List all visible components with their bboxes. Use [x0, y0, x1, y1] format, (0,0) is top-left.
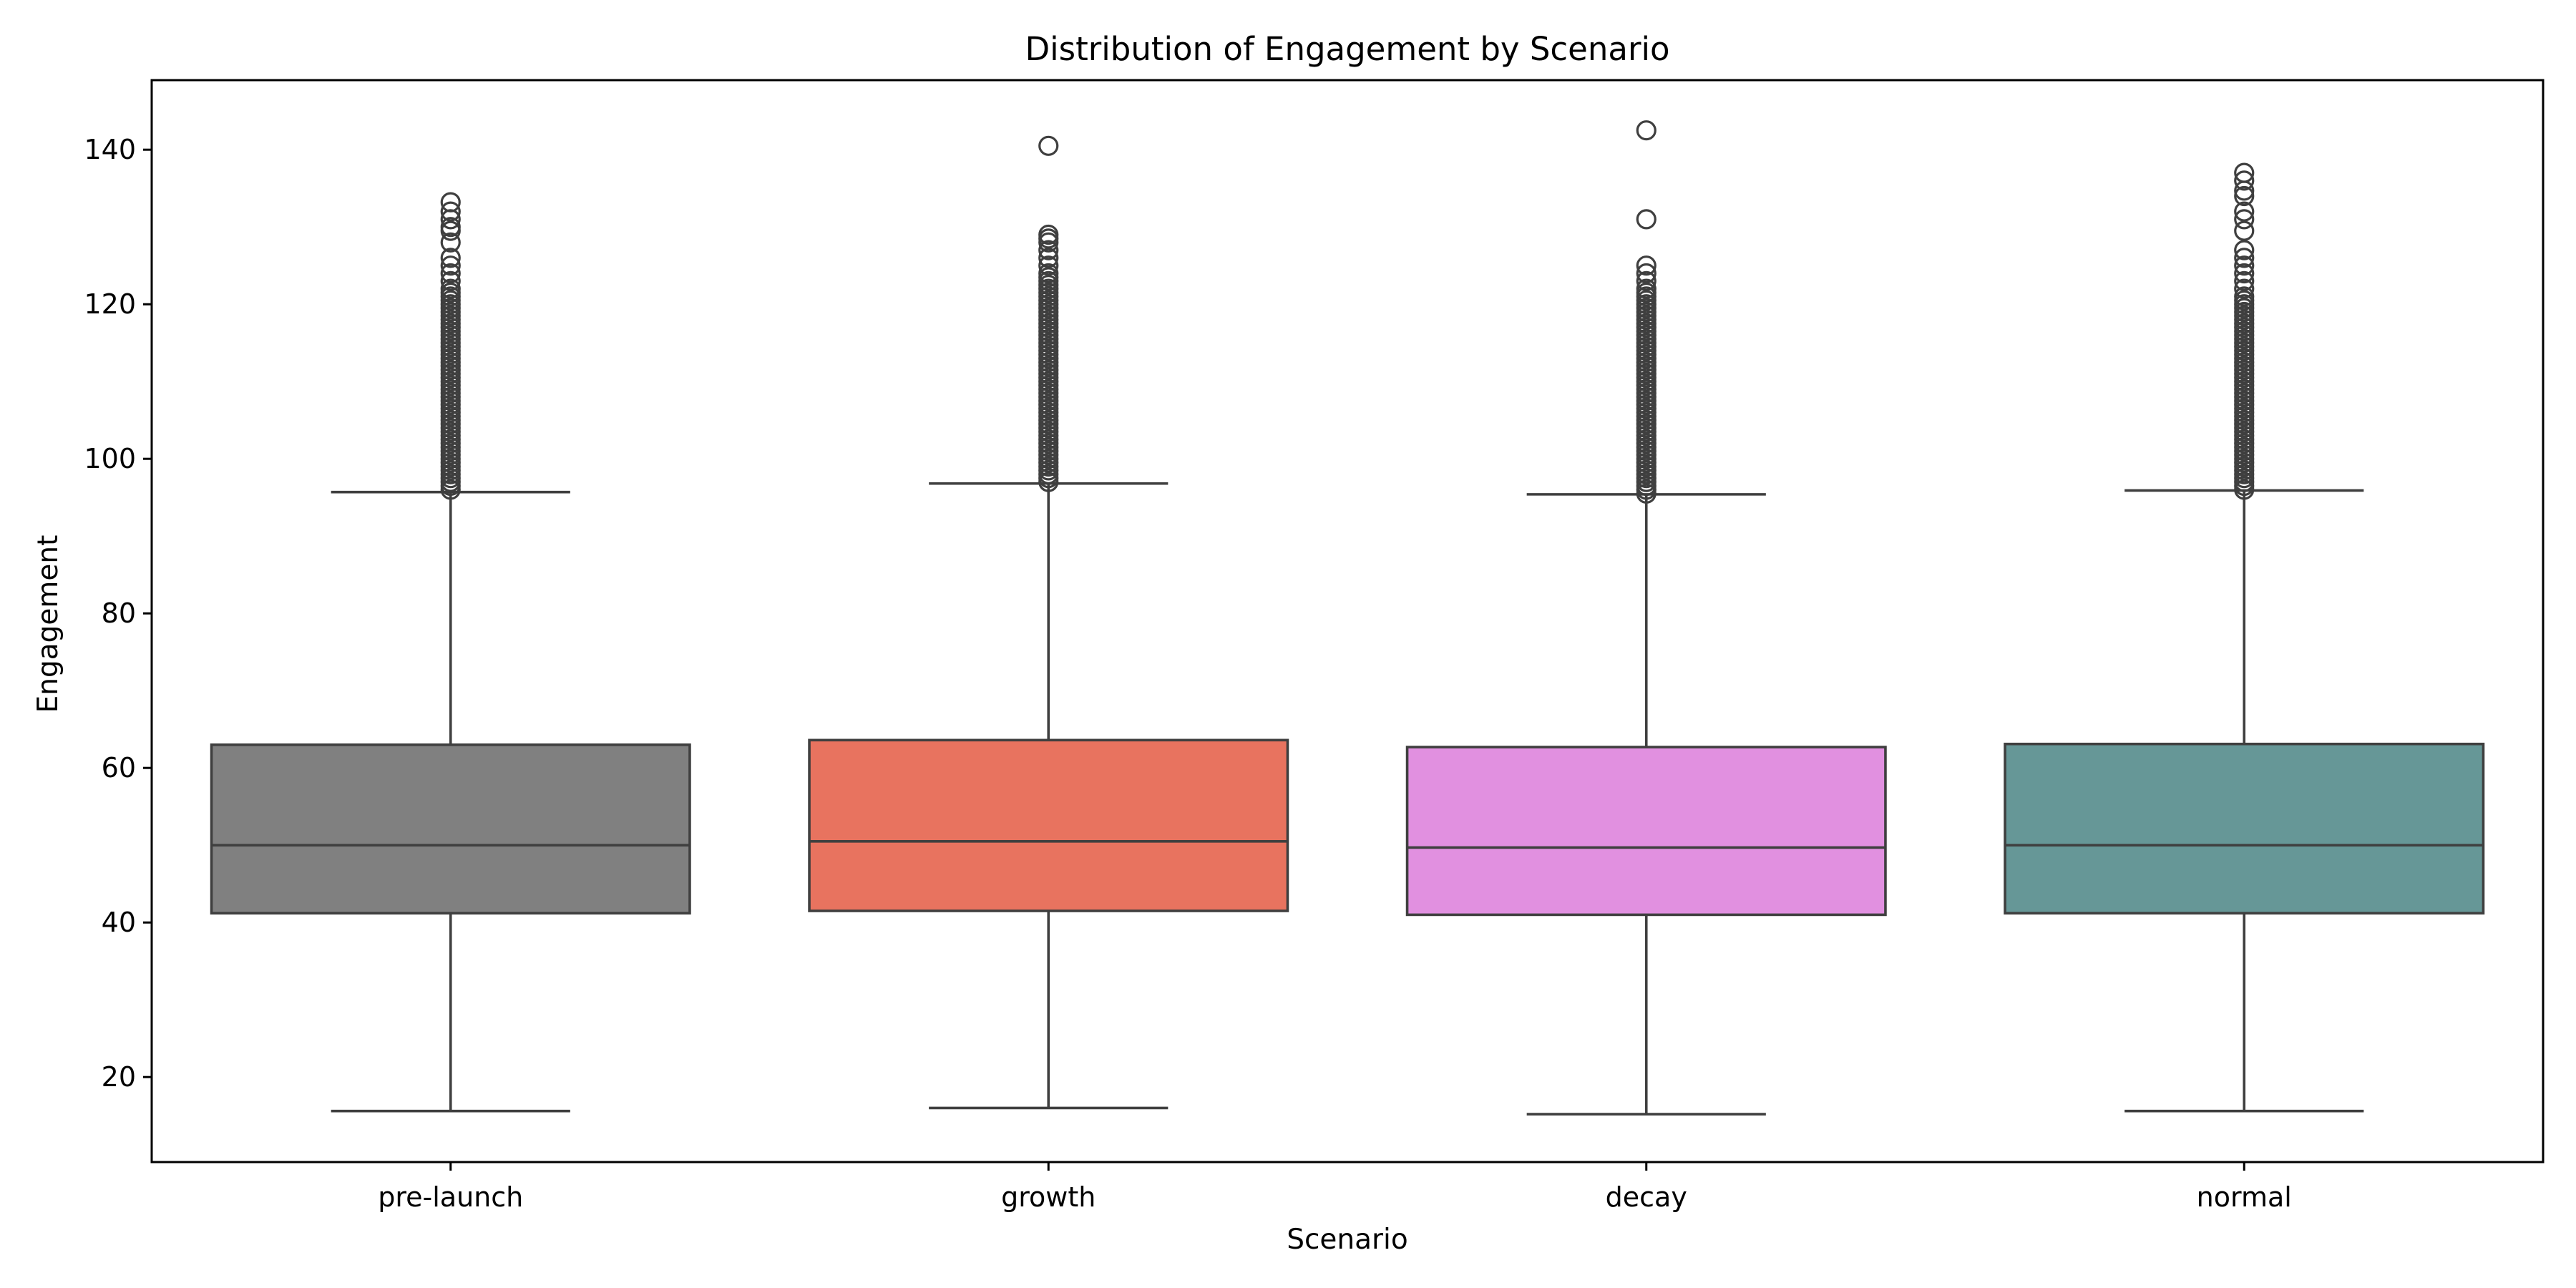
- outlier-point: [440, 255, 461, 276]
- outlier-point: [2234, 162, 2255, 183]
- x-tick-label: pre-launch: [378, 1181, 523, 1213]
- outlier-point: [1636, 270, 1657, 291]
- outlier-point: [2234, 185, 2255, 207]
- x-tick-label: growth: [1001, 1181, 1096, 1213]
- iqr-box: [808, 738, 1289, 912]
- x-tick-label: normal: [2197, 1181, 2292, 1213]
- y-tick-label: 40: [102, 907, 136, 938]
- outlier-point: [1636, 263, 1657, 284]
- iqr-box: [2004, 742, 2485, 915]
- outlier-point: [2234, 201, 2255, 222]
- outlier-point: [440, 192, 461, 213]
- outlier-point: [1038, 255, 1059, 276]
- iqr-box: [210, 743, 691, 915]
- outlier-point: [1038, 224, 1059, 245]
- chart-title: Distribution of Engagement by Scenario: [1025, 30, 1670, 68]
- outlier-point: [2234, 240, 2255, 260]
- outlier-point: [2234, 255, 2255, 276]
- outlier-point: [1636, 255, 1657, 276]
- outlier-point: [1636, 120, 1657, 141]
- outlier-point: [2234, 220, 2255, 241]
- outlier-point: [2234, 170, 2255, 191]
- outlier-point: [2234, 278, 2255, 299]
- outlier-point: [2234, 263, 2255, 284]
- outlier-point: [1038, 228, 1059, 249]
- outlier-point: [440, 232, 461, 253]
- outlier-point: [1038, 248, 1059, 268]
- x-axis-label: Scenario: [1287, 1224, 1408, 1256]
- outlier-point: [1636, 278, 1657, 299]
- outlier-point: [1038, 135, 1059, 156]
- iqr-box: [1405, 746, 1887, 917]
- x-tick-label: decay: [1606, 1181, 1687, 1213]
- y-tick-label: 140: [84, 134, 136, 165]
- y-tick-label: 60: [102, 752, 136, 784]
- y-axis-label: Engagement: [32, 535, 64, 713]
- plot-frame: [150, 79, 2545, 1163]
- outlier-point: [440, 201, 461, 222]
- outlier-point: [2234, 286, 2255, 307]
- outlier-point: [2234, 270, 2255, 291]
- plot-area: 20 40 60 80 100 120 140 pre-launch growth decay no…: [84, 120, 2485, 1213]
- outlier-point: [1038, 240, 1059, 260]
- outlier-point: [440, 278, 461, 299]
- y-tick-label: 100: [84, 443, 136, 474]
- outlier-point: [440, 270, 461, 291]
- y-tick-label: 120: [84, 288, 136, 320]
- outlier-point: [2234, 248, 2255, 268]
- outlier-point: [440, 217, 461, 238]
- outlier-point: [440, 263, 461, 284]
- outlier-point: [1038, 263, 1059, 284]
- outlier-point: [2234, 209, 2255, 230]
- y-tick-label: 80: [102, 597, 136, 629]
- outlier-point: [1636, 209, 1657, 230]
- outlier-point: [440, 248, 461, 268]
- y-tick-label: 20: [102, 1061, 136, 1093]
